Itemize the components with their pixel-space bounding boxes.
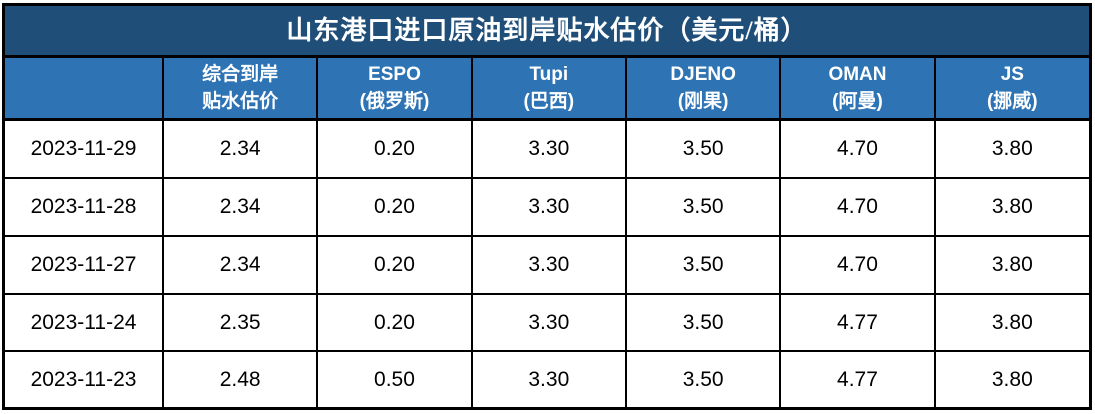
value-cell-tupi: 3.30 [470, 177, 627, 238]
header-espo: ESPO (俄罗斯) [316, 58, 473, 121]
date-cell: 2023-11-23 [5, 350, 164, 407]
value-cell-djeno: 3.50 [624, 350, 782, 407]
header-js-name: JS [1000, 64, 1024, 85]
table-row: 2023-11-24 2.35 0.20 3.30 3.50 4.77 3.80 [5, 292, 1089, 353]
header-djeno: DJENO (刚果) [624, 58, 782, 121]
value-cell-espo: 0.20 [316, 235, 473, 295]
table-header-row: 综合到岸 贴水估价 ESPO (俄罗斯) Tupi (巴西) DJENO (刚果… [5, 58, 1089, 121]
header-oman: OMAN (阿曼) [779, 58, 936, 121]
value-cell-js: 3.80 [933, 118, 1089, 180]
table-row: 2023-11-29 2.34 0.20 3.30 3.50 4.70 3.80 [5, 118, 1089, 180]
table-row: 2023-11-27 2.34 0.20 3.30 3.50 4.70 3.80 [5, 235, 1089, 295]
value-cell-tupi: 3.30 [470, 350, 627, 407]
value-cell-espo: 0.50 [316, 350, 473, 407]
header-djeno-origin: (刚果) [677, 91, 729, 112]
value-cell-djeno: 3.50 [624, 292, 782, 353]
value-cell-oman: 4.77 [779, 292, 936, 353]
value-cell-js: 3.80 [933, 350, 1089, 407]
value-cell-composite: 2.48 [161, 350, 319, 407]
value-cell-js: 3.80 [933, 177, 1089, 238]
value-cell-composite: 2.34 [161, 118, 319, 180]
header-tupi-origin: (巴西) [523, 91, 575, 112]
header-composite-line1: 综合到岸 [202, 64, 279, 85]
value-cell-composite: 2.35 [161, 292, 319, 353]
header-djeno-name: DJENO [670, 64, 736, 85]
header-js: JS (挪威) [933, 58, 1089, 121]
header-tupi: Tupi (巴西) [470, 58, 627, 121]
header-espo-origin: (俄罗斯) [359, 91, 430, 112]
value-cell-oman: 4.70 [779, 235, 936, 295]
value-cell-js: 3.80 [933, 292, 1089, 353]
table-row: 2023-11-28 2.34 0.20 3.30 3.50 4.70 3.80 [5, 177, 1089, 238]
date-cell: 2023-11-28 [5, 177, 164, 238]
date-cell: 2023-11-27 [5, 235, 164, 295]
value-cell-composite: 2.34 [161, 177, 319, 238]
header-oman-name: OMAN [828, 64, 887, 85]
header-js-origin: (挪威) [986, 91, 1038, 112]
date-cell: 2023-11-24 [5, 292, 164, 353]
value-cell-djeno: 3.50 [624, 177, 782, 238]
header-espo-name: ESPO [368, 64, 421, 85]
value-cell-oman: 4.70 [779, 118, 936, 180]
value-cell-tupi: 3.30 [470, 235, 627, 295]
value-cell-js: 3.80 [933, 235, 1089, 295]
price-table: 综合到岸 贴水估价 ESPO (俄罗斯) Tupi (巴西) DJENO (刚果… [5, 58, 1089, 407]
value-cell-oman: 4.70 [779, 177, 936, 238]
value-cell-espo: 0.20 [316, 292, 473, 353]
value-cell-espo: 0.20 [316, 118, 473, 180]
value-cell-espo: 0.20 [316, 177, 473, 238]
header-tupi-name: Tupi [529, 64, 569, 85]
value-cell-tupi: 3.30 [470, 292, 627, 353]
price-table-panel: 山东港口进口原油到岸贴水估价（美元/桶） 综合到岸 贴水估价 ESPO (俄罗斯… [2, 3, 1092, 410]
header-corner-cell [5, 58, 164, 121]
table-row: 2023-11-23 2.48 0.50 3.30 3.50 4.77 3.80 [5, 350, 1089, 407]
value-cell-tupi: 3.30 [470, 118, 627, 180]
value-cell-djeno: 3.50 [624, 235, 782, 295]
table-title: 山东港口进口原油到岸贴水估价（美元/桶） [5, 6, 1089, 58]
value-cell-djeno: 3.50 [624, 118, 782, 180]
header-oman-origin: (阿曼) [832, 91, 883, 112]
header-composite-premium: 综合到岸 贴水估价 [161, 58, 319, 121]
value-cell-composite: 2.34 [161, 235, 319, 295]
date-cell: 2023-11-29 [5, 118, 164, 180]
value-cell-oman: 4.77 [779, 350, 936, 407]
header-composite-line2: 贴水估价 [202, 91, 279, 112]
